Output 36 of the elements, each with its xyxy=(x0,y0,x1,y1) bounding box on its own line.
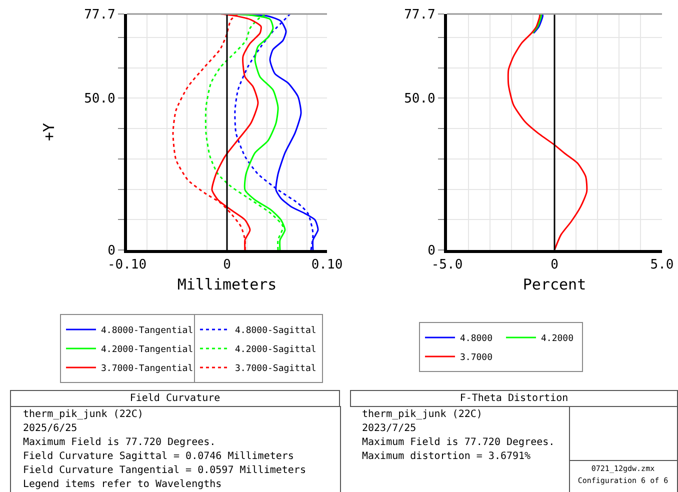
legend-label: 3.7000-Tangential xyxy=(101,364,194,374)
text: Maximum Field is 77.720 Degrees. xyxy=(362,436,556,450)
y-tick-label: 0 xyxy=(108,244,116,259)
text: therm_pik_junk (22C) xyxy=(362,408,484,422)
x-tick-label: 5.0 xyxy=(650,258,674,273)
text: 2023/7/25 xyxy=(362,422,418,436)
y-tick-label: 77.7 xyxy=(404,8,436,23)
x-tick-label: -5.0 xyxy=(431,258,463,273)
legend-label: 4.8000 xyxy=(460,334,493,344)
legend-label: 4.2000-Tangential xyxy=(101,345,194,356)
x-tick-label: 0.10 xyxy=(311,258,343,273)
y-axis-title: +Y xyxy=(40,122,58,141)
legend-label: 4.8000-Sagittal xyxy=(235,326,316,336)
text: F-Theta Distortion xyxy=(350,390,678,407)
text: Legend items refer to Wavelengths xyxy=(23,478,223,492)
text: Field Curvature Tangential = 0.0597 Millimeters xyxy=(23,464,307,478)
x-tick-label: 0 xyxy=(550,258,558,273)
text: Field Curvature Sagittal = 0.0746 Millimeters xyxy=(23,450,295,464)
legend-label: 4.8000-Tangential xyxy=(101,326,194,336)
y-tick-label: 77.7 xyxy=(84,8,116,23)
legend-label: 4.2000 xyxy=(541,334,574,344)
x-axis-title: Percent xyxy=(522,276,586,294)
legend-label: 3.7000 xyxy=(460,353,493,364)
y-tick-label: 50.0 xyxy=(404,92,436,107)
text: Field Curvature xyxy=(10,390,340,407)
text: Maximum distortion = 3.6791% xyxy=(362,450,532,464)
legend-label: 4.2000-Sagittal xyxy=(235,345,316,356)
x-axis-title: Millimeters xyxy=(177,276,277,294)
x-tick-label: 0 xyxy=(223,258,231,273)
text: therm_pik_junk (22C) xyxy=(23,408,144,422)
x-tick-label: -0.10 xyxy=(107,258,147,273)
text: 2025/6/25 xyxy=(23,422,78,436)
legend-label: 3.7000-Sagittal xyxy=(235,364,316,374)
y-tick-label: 50.0 xyxy=(84,92,116,107)
text: Maximum Field is 77.720 Degrees. xyxy=(23,436,217,450)
y-tick-label: 0 xyxy=(428,244,436,259)
